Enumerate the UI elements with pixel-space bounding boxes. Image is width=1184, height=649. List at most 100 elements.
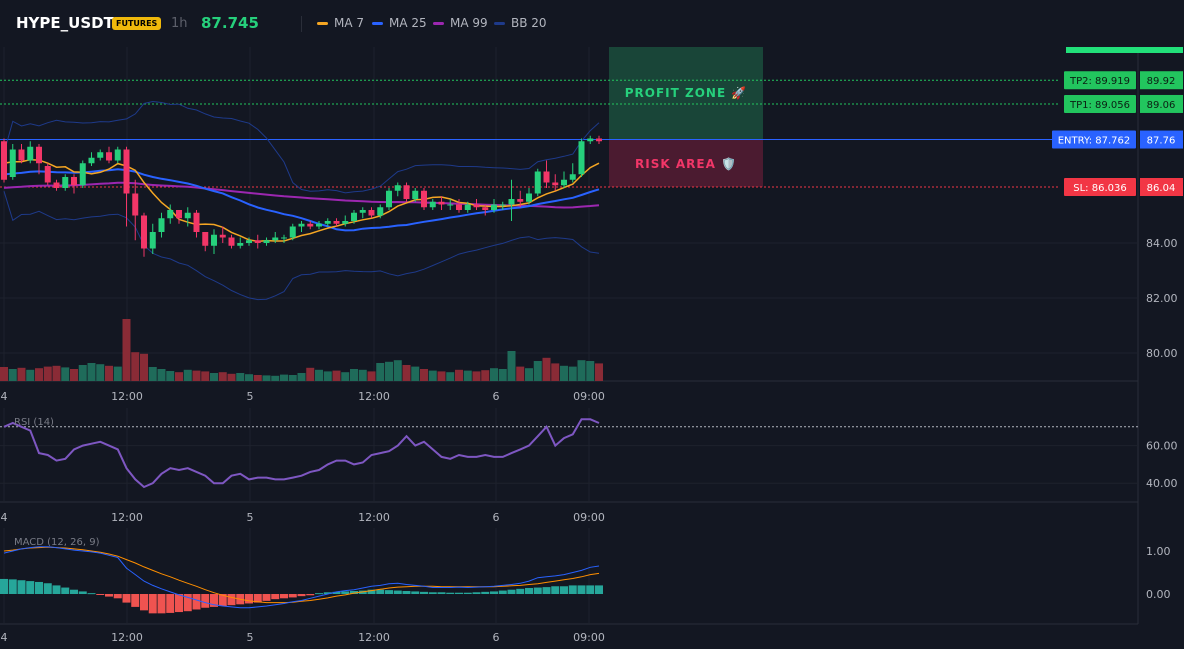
candle-body bbox=[587, 138, 594, 142]
volume-bar bbox=[385, 361, 393, 381]
candle-body bbox=[88, 157, 95, 164]
macd-histogram-bar bbox=[297, 594, 306, 597]
candle-body bbox=[263, 240, 270, 243]
candle-body bbox=[272, 237, 279, 241]
time-axis-tick: 4 bbox=[1, 511, 8, 524]
macd-histogram-bar bbox=[26, 581, 35, 594]
macd-histogram-bar bbox=[533, 587, 542, 594]
axis-price-box bbox=[1140, 178, 1183, 197]
ma7-swatch bbox=[317, 21, 328, 25]
profit-zone bbox=[609, 47, 763, 140]
macd-histogram-bar bbox=[525, 587, 533, 594]
top-green-marker bbox=[1066, 47, 1183, 53]
candle-body bbox=[289, 226, 296, 238]
candle-body bbox=[552, 182, 559, 186]
macd-line bbox=[3, 546, 600, 609]
legend-ma25-label: MA 25 bbox=[389, 16, 427, 30]
level-label-box bbox=[1052, 130, 1136, 149]
candle-body bbox=[456, 204, 462, 210]
candle-body bbox=[438, 201, 445, 205]
volume-bar bbox=[350, 369, 358, 381]
legend-bb20[interactable]: BB 20 bbox=[494, 16, 547, 30]
candle-body bbox=[342, 221, 349, 224]
macd-histogram-bar bbox=[166, 594, 175, 613]
candle-body bbox=[333, 221, 340, 224]
macd-histogram-bar bbox=[280, 594, 288, 599]
time-axis-tick: 12:00 bbox=[111, 511, 143, 524]
candle-body bbox=[561, 179, 567, 186]
volume-bar bbox=[210, 373, 218, 381]
volume-bar bbox=[332, 370, 341, 381]
bb-upper bbox=[3, 100, 600, 194]
macd-histogram-bar bbox=[183, 594, 192, 612]
volume-bar bbox=[297, 373, 306, 381]
candle-body bbox=[176, 210, 182, 219]
candle-body bbox=[79, 163, 86, 186]
candle-body bbox=[281, 237, 287, 239]
candle-body bbox=[211, 234, 217, 246]
volume-bar bbox=[157, 369, 166, 381]
legend-ma7[interactable]: MA 7 bbox=[317, 16, 364, 30]
candle-body bbox=[298, 223, 305, 227]
ma7-line bbox=[3, 158, 600, 243]
candle-body bbox=[167, 210, 174, 219]
macd-histogram-bar bbox=[253, 594, 262, 603]
candle-body bbox=[473, 204, 480, 208]
macd-histogram-bar bbox=[402, 590, 411, 594]
candle-body bbox=[132, 193, 139, 216]
volume-bar bbox=[533, 361, 542, 381]
time-axis-tick: 09:00 bbox=[573, 631, 605, 644]
macd-histogram-bar bbox=[367, 589, 376, 594]
volume-bar bbox=[525, 368, 533, 381]
macd-histogram-bar bbox=[288, 594, 297, 598]
time-axis-tick: 09:00 bbox=[573, 511, 605, 524]
legend-ma99[interactable]: MA 99 bbox=[433, 16, 488, 30]
candle-body bbox=[1, 141, 7, 180]
futures-badge: FUTURES bbox=[112, 17, 162, 30]
macd-histogram-bar bbox=[507, 589, 516, 594]
time-axis-tick: 5 bbox=[247, 511, 254, 524]
level-label: TP1: 89.056 bbox=[1069, 100, 1130, 111]
risk-zone-label: RISK AREA 🛡️ bbox=[635, 157, 737, 171]
level-label: ENTRY: 87.762 bbox=[1058, 136, 1131, 147]
interval-selector[interactable]: 1h bbox=[171, 16, 188, 31]
time-axis-tick: 09:00 bbox=[573, 390, 605, 403]
macd-histogram-bar bbox=[148, 594, 157, 614]
macd-histogram-bar bbox=[323, 592, 332, 594]
ma25-swatch bbox=[372, 21, 383, 25]
volume-bar bbox=[446, 372, 455, 381]
volume-bar bbox=[288, 375, 297, 381]
candle-body bbox=[254, 240, 261, 243]
volume-bar bbox=[175, 372, 183, 381]
candle-body bbox=[149, 232, 156, 249]
volume-bar bbox=[428, 370, 437, 381]
legend-ma25[interactable]: MA 25 bbox=[372, 16, 427, 30]
candle-body bbox=[202, 232, 209, 246]
volume-bar bbox=[122, 319, 131, 381]
axis-price-label: 87.76 bbox=[1147, 136, 1176, 147]
macd-histogram-bar bbox=[0, 578, 8, 594]
volume-bar bbox=[218, 372, 227, 381]
axis-price-box bbox=[1140, 71, 1183, 90]
volume-bar bbox=[490, 368, 498, 381]
time-axis-tick: 6 bbox=[493, 631, 500, 644]
symbol-name[interactable]: HYPE_USDT bbox=[16, 14, 114, 32]
header-divider bbox=[301, 16, 302, 32]
macd-signal-line bbox=[3, 546, 600, 604]
macd-histogram-bar bbox=[542, 587, 551, 594]
volume-bar bbox=[586, 361, 595, 381]
candle-body bbox=[499, 204, 506, 206]
macd-histogram-bar bbox=[560, 586, 568, 594]
candle-body bbox=[27, 146, 34, 161]
volume-bar bbox=[271, 375, 280, 381]
candle-body bbox=[368, 210, 375, 216]
candle-body bbox=[106, 152, 112, 161]
volume-bar bbox=[516, 366, 525, 381]
chart-header: HYPE_USDT FUTURES 1h 87.745 MA 7 MA 25 M… bbox=[0, 0, 1184, 46]
candle-body bbox=[517, 199, 524, 202]
volume-bar bbox=[227, 373, 236, 381]
macd-histogram-bar bbox=[376, 589, 385, 594]
macd-histogram-bar bbox=[446, 592, 455, 594]
volume-bar bbox=[542, 357, 551, 381]
